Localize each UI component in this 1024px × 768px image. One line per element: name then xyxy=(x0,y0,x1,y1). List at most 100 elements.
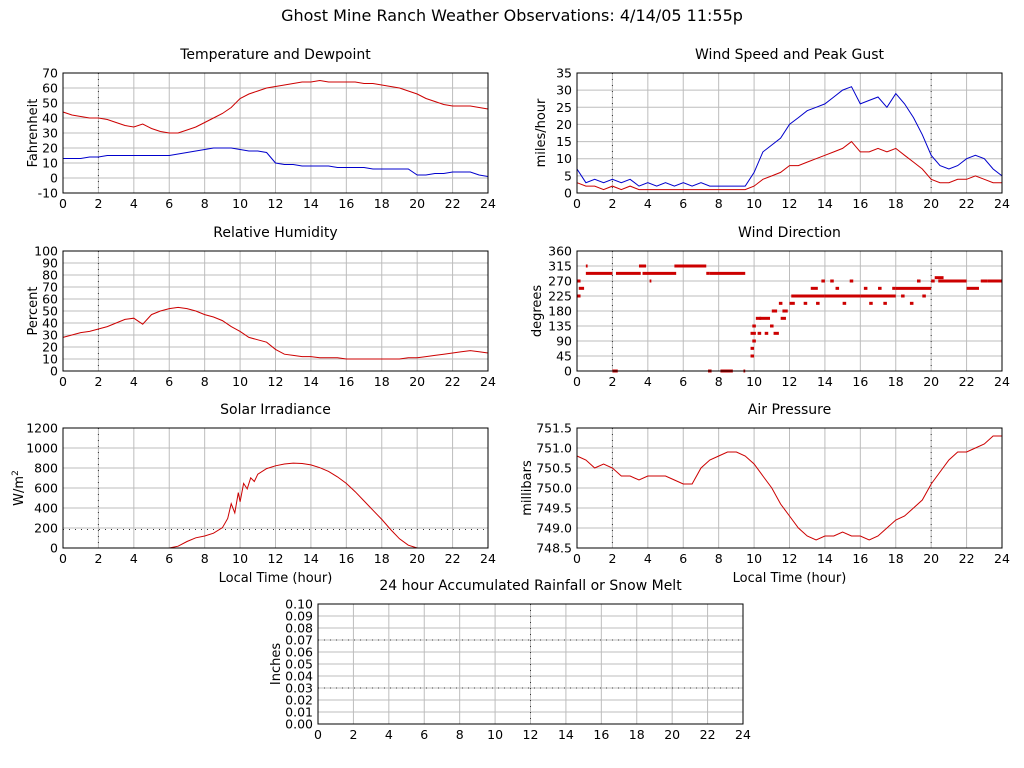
temp-xtick-label: 24 xyxy=(480,196,496,211)
wdir-xtick-label: 4 xyxy=(644,374,652,389)
pressure-ylabel: millibars xyxy=(520,460,535,516)
wind-xtick-label: 14 xyxy=(817,196,833,211)
rh-xtick-label: 14 xyxy=(303,374,319,389)
temp-series-line xyxy=(63,147,489,177)
wdir-xtick-label: 0 xyxy=(573,374,581,389)
pressure-xtick-label: 24 xyxy=(994,551,1010,566)
wdir-ytick-label: 135 xyxy=(548,319,572,334)
temp-ytick-label: 40 xyxy=(42,111,58,126)
wind-ytick-label: 15 xyxy=(556,134,572,149)
solar-xtick-label: 14 xyxy=(303,551,319,566)
rain-ytick-label: 0.00 xyxy=(285,717,313,732)
temp-xtick-label: 16 xyxy=(338,196,354,211)
wind-ytick-label: 5 xyxy=(564,168,572,183)
solar-xtick-label: 20 xyxy=(409,551,425,566)
wind-ytick-label: 25 xyxy=(556,100,572,115)
pressure-xtick-label: 10 xyxy=(746,551,762,566)
solar-ylabel-superscript: 2 xyxy=(11,470,21,476)
wdir-xtick-label: 24 xyxy=(994,374,1010,389)
rain-ylabel: Inches xyxy=(269,643,284,685)
rain-xtick-label: 0 xyxy=(314,727,322,742)
pressure-xtick-label: 6 xyxy=(679,551,687,566)
wdir-ytick-label: 315 xyxy=(548,259,572,274)
pressure-xtick-label: 20 xyxy=(923,551,939,566)
solar-title: Solar Irradiance xyxy=(220,402,331,418)
temp-title: Temperature and Dewpoint xyxy=(179,47,371,63)
wind-ytick-label: 0 xyxy=(564,186,572,201)
wind-title: Wind Speed and Peak Gust xyxy=(695,47,884,63)
wdir-xtick-label: 12 xyxy=(782,374,798,389)
wind-xtick-label: 10 xyxy=(746,196,762,211)
wind-xtick-label: 4 xyxy=(644,196,652,211)
rain-ytick-label: 0.05 xyxy=(285,657,313,672)
wind-xtick-label: 8 xyxy=(715,196,723,211)
wdir-ytick-label: 0 xyxy=(564,364,572,379)
wind-xtick-label: 12 xyxy=(782,196,798,211)
rh-ytick-label: 10 xyxy=(42,352,58,367)
rh-xtick-label: 2 xyxy=(94,374,102,389)
rh-series-line xyxy=(62,306,489,360)
temp-ytick-label: 50 xyxy=(42,96,58,111)
temp-xtick-label: 12 xyxy=(268,196,284,211)
rain-ytick-label: 0.09 xyxy=(285,609,313,624)
rain-ytick-label: 0.04 xyxy=(285,669,313,684)
rain-xtick-label: 16 xyxy=(593,727,609,742)
wdir-xtick-label: 22 xyxy=(959,374,975,389)
temp-xtick-label: 10 xyxy=(232,196,248,211)
rain-xtick-label: 2 xyxy=(349,727,357,742)
solar-plot-frame xyxy=(62,427,489,549)
wind-ytick-label: 10 xyxy=(556,151,572,166)
wdir-xtick-label: 8 xyxy=(715,374,723,389)
wdir-xtick-label: 16 xyxy=(852,374,868,389)
wind-series-line xyxy=(576,86,1003,187)
pressure-xtick-label: 12 xyxy=(782,551,798,566)
solar-xtick-label: 16 xyxy=(338,551,354,566)
rain-xtick-label: 18 xyxy=(629,727,645,742)
wind-xtick-label: 6 xyxy=(679,196,687,211)
solar-ytick-label: 1200 xyxy=(26,421,58,436)
solar-xtick-label: 24 xyxy=(480,551,496,566)
wdir-xtick-label: 6 xyxy=(679,374,687,389)
temp-xtick-label: 0 xyxy=(59,196,67,211)
wdir-ytick-label: 45 xyxy=(556,349,572,364)
wind-xtick-label: 0 xyxy=(573,196,581,211)
wdir-xtick-label: 20 xyxy=(923,374,939,389)
rh-ytick-label: 60 xyxy=(42,292,58,307)
pressure-plot-frame xyxy=(576,427,1003,549)
wind-ylabel: miles/hour xyxy=(534,98,549,167)
rain-xtick-label: 8 xyxy=(456,727,464,742)
wdir-plot-frame xyxy=(576,250,1003,372)
solar-xtick-label: 18 xyxy=(374,551,390,566)
rh-xtick-label: 16 xyxy=(338,374,354,389)
wdir-ylabel: degrees xyxy=(530,285,545,338)
wdir-title: Wind Direction xyxy=(738,225,841,241)
rain-ytick-label: 0.10 xyxy=(285,597,313,612)
solar-xlabel: Local Time (hour) xyxy=(219,571,333,586)
rh-ytick-label: 90 xyxy=(42,256,58,271)
rh-ytick-label: 100 xyxy=(34,244,58,259)
rain-xtick-label: 14 xyxy=(558,727,574,742)
pressure-xtick-label: 18 xyxy=(888,551,904,566)
wind-xtick-label: 18 xyxy=(888,196,904,211)
rh-xtick-label: 6 xyxy=(165,374,173,389)
rain-ytick-label: 0.01 xyxy=(285,705,313,720)
solar-ytick-label: 800 xyxy=(34,461,58,476)
temp-ytick-label: 0 xyxy=(50,171,58,186)
rain-title: 24 hour Accumulated Rainfall or Snow Mel… xyxy=(379,578,682,594)
page-title: Ghost Mine Ranch Weather Observations: 4… xyxy=(281,6,743,25)
wdir-xtick-label: 2 xyxy=(608,374,616,389)
solar-xtick-label: 22 xyxy=(445,551,461,566)
solar-series-line xyxy=(63,462,488,549)
pressure-ytick-label: 749.0 xyxy=(536,521,572,536)
temp-ytick-label: 20 xyxy=(42,141,58,156)
rh-plot-frame xyxy=(62,250,489,372)
wdir-xtick-label: 14 xyxy=(817,374,833,389)
wind-xtick-label: 16 xyxy=(852,196,868,211)
rain-xtick-label: 24 xyxy=(735,727,751,742)
solar-xtick-label: 4 xyxy=(130,551,138,566)
temp-xtick-label: 2 xyxy=(94,196,102,211)
rh-title: Relative Humidity xyxy=(213,225,337,241)
pressure-ytick-label: 750.5 xyxy=(536,461,572,476)
